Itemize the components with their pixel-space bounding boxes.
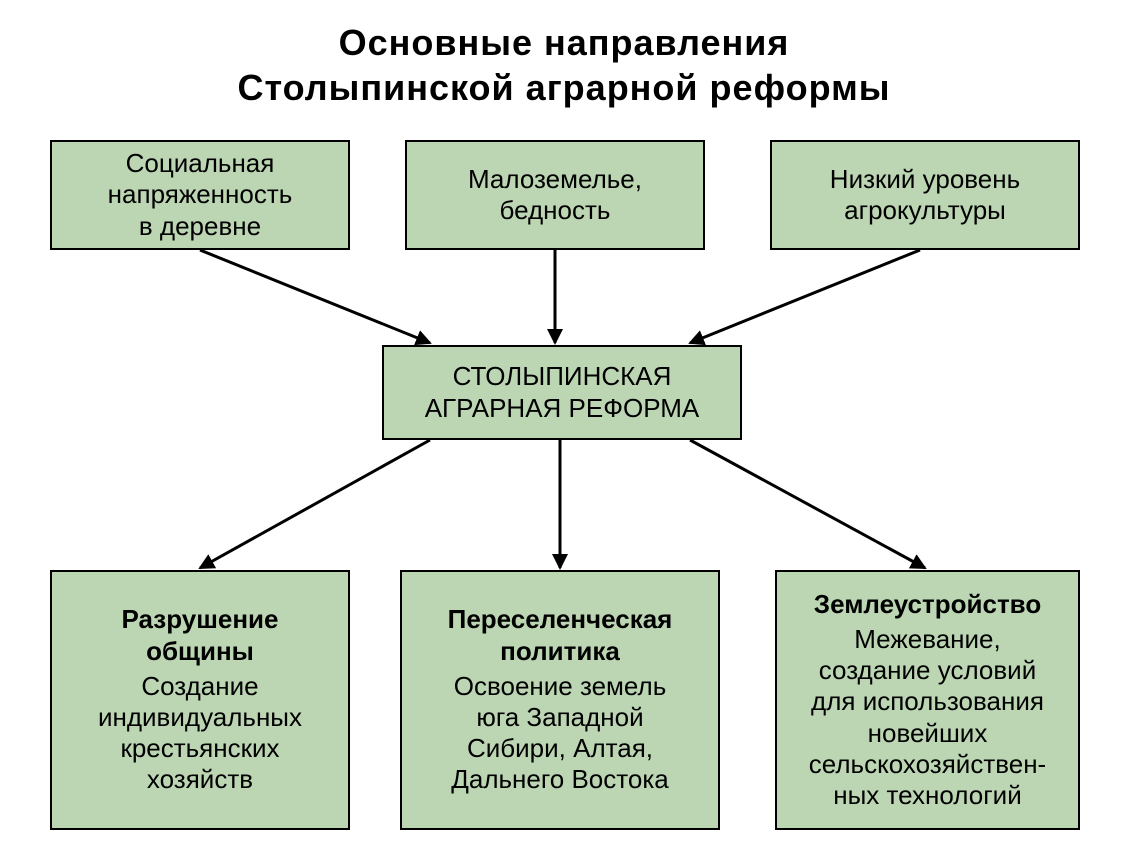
title-line1: Основные направления (0, 20, 1128, 65)
node-text: Созданиеиндивидуальныхкрестьянскиххозяйс… (98, 671, 302, 796)
edge-top3-center (690, 250, 920, 343)
node-direction-resettlement: ПереселенческаяполитикаОсвоение земельюг… (400, 570, 720, 830)
node-cause-land-shortage: Малоземелье,бедность (405, 140, 705, 250)
node-text: Освоение земельюга ЗападнойСибири, Алтая… (451, 671, 668, 796)
edge-center-bot3 (690, 440, 925, 568)
node-text: Социальнаянапряженностьв деревне (108, 148, 293, 242)
node-text: Малоземелье,бедность (468, 164, 642, 226)
node-direction-land-management: Землеустройство Межевание,создание услови… (775, 570, 1080, 830)
node-cause-low-agroculture: Низкий уровеньагрокультуры (770, 140, 1080, 250)
node-cause-social-tension: Социальнаянапряженностьв деревне (50, 140, 350, 250)
node-text: Низкий уровеньагрокультуры (830, 164, 1020, 226)
diagram-title: Основные направления Столыпинской аграрн… (0, 20, 1128, 110)
edge-center-bot1 (200, 440, 430, 568)
node-text: Межевание,создание условийдля использова… (809, 624, 1046, 811)
edge-top1-center (200, 250, 430, 343)
node-header: Переселенческаяполитика (448, 604, 673, 666)
node-header: Землеустройство (814, 589, 1041, 620)
title-line2: Столыпинской аграрной реформы (0, 65, 1128, 110)
node-text: СТОЛЫПИНСКАЯАГРАРНАЯ РЕФОРМА (425, 361, 700, 423)
node-direction-commune-breakup: РазрушениеобщиныСозданиеиндивидуальныхкр… (50, 570, 350, 830)
node-header: Разрушениеобщины (122, 604, 279, 666)
node-stolypin-reform: СТОЛЫПИНСКАЯАГРАРНАЯ РЕФОРМА (382, 345, 742, 440)
